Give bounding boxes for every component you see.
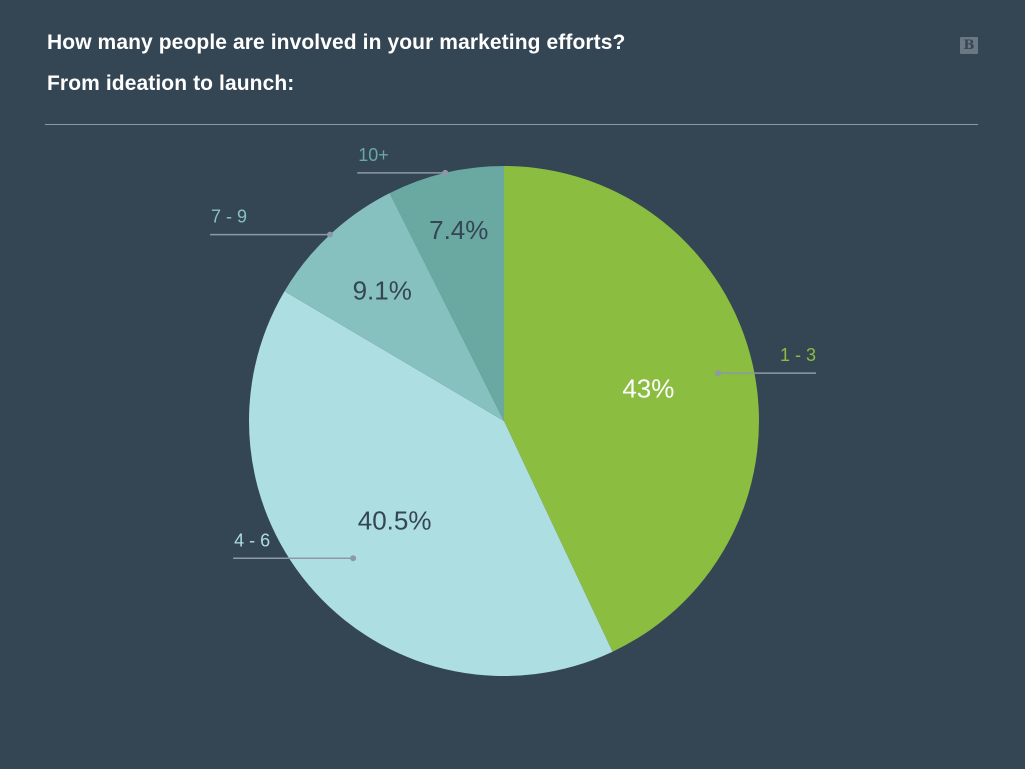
pie-slice-4-6 xyxy=(248,291,613,677)
pie-slice-10plus xyxy=(389,166,504,421)
pie-category-label-1-3: 1 - 3 xyxy=(780,345,816,365)
leader-dot-7-9 xyxy=(327,231,334,238)
pie-slice-7-9 xyxy=(284,193,504,421)
leader-dot-4-6 xyxy=(350,555,357,562)
leader-dot-1-3 xyxy=(715,370,722,377)
pie-callouts: 1 - 3 4 - 6 7 - 9 10+ xyxy=(210,145,816,562)
brand-logo: B xyxy=(960,37,978,54)
header-divider xyxy=(45,124,978,125)
pie-value-label-4-6: 40.5% xyxy=(358,506,432,536)
chart-title: How many people are involved in your mar… xyxy=(47,31,626,54)
pie-value-label-1-3: 43% xyxy=(622,374,674,404)
leader-dot-10plus xyxy=(442,169,449,176)
pie-slice-1-3 xyxy=(504,166,759,652)
pie-value-label-7-9: 9.1% xyxy=(353,275,412,305)
pie-category-label-7-9: 7 - 9 xyxy=(211,207,247,227)
pie-value-labels: 43% 40.5% 9.1% 7.4% xyxy=(353,215,675,536)
pie-value-label-10plus: 7.4% xyxy=(429,215,488,245)
pie-category-label-10plus: 10+ xyxy=(358,145,389,165)
chart-subtitle: From ideation to launch: xyxy=(47,72,295,95)
pie-category-label-4-6: 4 - 6 xyxy=(234,530,270,550)
pie-slices xyxy=(248,166,759,677)
